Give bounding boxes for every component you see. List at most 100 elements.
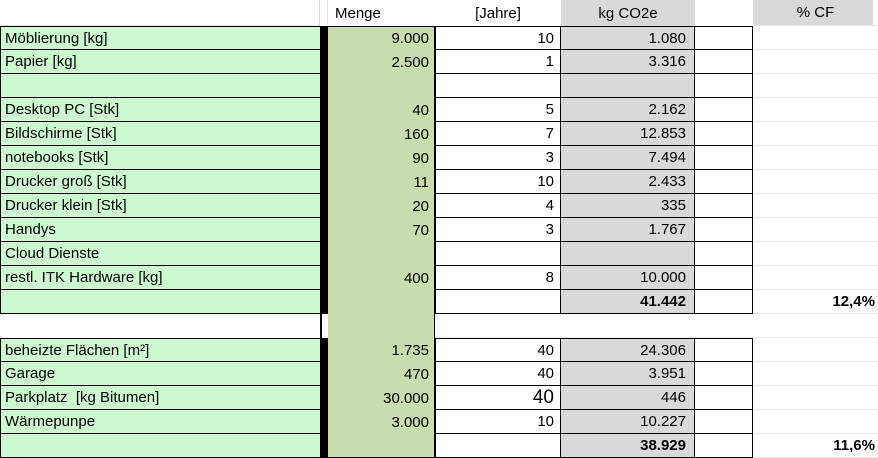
- kgco2e-cell[interactable]: 446: [561, 386, 695, 410]
- label-cell[interactable]: Bildschirme [Stk]: [0, 122, 320, 146]
- narrow-cell[interactable]: [695, 314, 753, 338]
- menge-cell[interactable]: 160: [328, 122, 435, 146]
- kgco2e-cell[interactable]: [561, 242, 695, 266]
- pctcf-cell[interactable]: [753, 218, 878, 242]
- pctcf-cell[interactable]: [753, 98, 878, 122]
- narrow-cell[interactable]: [695, 362, 753, 386]
- kgco2e-cell[interactable]: 24.306: [561, 338, 695, 362]
- jahre-cell[interactable]: [435, 74, 561, 98]
- label-cell[interactable]: Garage: [0, 362, 320, 386]
- kgco2e-cell[interactable]: 335: [561, 194, 695, 218]
- jahre-column-header[interactable]: [Jahre]: [435, 0, 561, 26]
- jahre-cell[interactable]: 4: [435, 194, 561, 218]
- menge-cell[interactable]: 1.735: [328, 338, 435, 362]
- kgco2e-cell[interactable]: [561, 314, 695, 338]
- label-cell[interactable]: [0, 434, 320, 458]
- menge-cell[interactable]: 3.000: [328, 410, 435, 434]
- narrow-cell[interactable]: [695, 410, 753, 434]
- jahre-cell[interactable]: 3: [435, 218, 561, 242]
- jahre-cell[interactable]: 40: [435, 362, 561, 386]
- kgco2e-cell[interactable]: 12.853: [561, 122, 695, 146]
- pctcf-cell[interactable]: [753, 74, 878, 98]
- narrow-cell[interactable]: [695, 434, 753, 458]
- pctcf-cell[interactable]: [753, 146, 878, 170]
- jahre-cell[interactable]: 3: [435, 146, 561, 170]
- narrow-cell[interactable]: [695, 338, 753, 362]
- label-cell[interactable]: notebooks [Stk]: [0, 146, 320, 170]
- menge-cell[interactable]: [328, 74, 435, 98]
- menge-cell[interactable]: [328, 242, 435, 266]
- pctcf-cell[interactable]: [753, 314, 878, 338]
- pctcf-cell[interactable]: [753, 338, 878, 362]
- narrow-cell[interactable]: [695, 98, 753, 122]
- jahre-cell[interactable]: [435, 314, 561, 338]
- kgco2e-cell[interactable]: 3.951: [561, 362, 695, 386]
- narrow-cell[interactable]: [695, 122, 753, 146]
- jahre-cell[interactable]: 8: [435, 266, 561, 290]
- narrow-cell[interactable]: [695, 386, 753, 410]
- label-cell[interactable]: [0, 74, 320, 98]
- menge-column-header[interactable]: Menge: [328, 0, 435, 26]
- kgco2e-cell[interactable]: 10.000: [561, 266, 695, 290]
- menge-cell[interactable]: [328, 290, 435, 314]
- label-cell[interactable]: [0, 314, 320, 338]
- narrow-cell[interactable]: [695, 146, 753, 170]
- jahre-cell[interactable]: 40: [435, 338, 561, 362]
- corner-header-cell[interactable]: [0, 0, 320, 26]
- jahre-cell[interactable]: 10: [435, 170, 561, 194]
- jahre-cell[interactable]: 1: [435, 50, 561, 74]
- label-cell[interactable]: restl. ITK Hardware [kg]: [0, 266, 320, 290]
- pctcf-cell[interactable]: [753, 26, 878, 50]
- kgco2e-cell[interactable]: 2.433: [561, 170, 695, 194]
- kgco2e-total-cell[interactable]: 41.442: [561, 290, 695, 314]
- narrow-column-header[interactable]: [695, 0, 753, 26]
- menge-cell[interactable]: 470: [328, 362, 435, 386]
- kgco2e-cell[interactable]: 1.080: [561, 26, 695, 50]
- jahre-cell[interactable]: [435, 434, 561, 458]
- menge-cell[interactable]: 90: [328, 146, 435, 170]
- jahre-cell[interactable]: [435, 290, 561, 314]
- menge-cell[interactable]: [328, 314, 435, 338]
- narrow-cell[interactable]: [695, 242, 753, 266]
- label-cell[interactable]: Wärmepunpe: [0, 410, 320, 434]
- kgco2e-total-cell[interactable]: 38.929: [561, 434, 695, 458]
- jahre-cell[interactable]: 5: [435, 98, 561, 122]
- narrow-cell[interactable]: [695, 218, 753, 242]
- menge-cell[interactable]: 20: [328, 194, 435, 218]
- label-cell[interactable]: Papier [kg]: [0, 50, 320, 74]
- menge-cell[interactable]: 400: [328, 266, 435, 290]
- narrow-cell[interactable]: [695, 74, 753, 98]
- kgco2e-cell[interactable]: 3.316: [561, 50, 695, 74]
- jahre-cell[interactable]: [435, 242, 561, 266]
- label-cell[interactable]: Parkplatz [kg Bitumen]: [0, 386, 320, 410]
- jahre-cell[interactable]: 40: [435, 386, 561, 410]
- menge-cell[interactable]: [328, 434, 435, 458]
- menge-cell[interactable]: 2.500: [328, 50, 435, 74]
- kgco2e-cell[interactable]: [561, 74, 695, 98]
- pctcf-column-header[interactable]: % CF: [753, 0, 878, 26]
- kgco2e-column-header[interactable]: kg CO2e: [561, 0, 695, 26]
- pctcf-cell[interactable]: [753, 50, 878, 74]
- pctcf-total-cell[interactable]: 12,4%: [753, 290, 878, 314]
- label-cell[interactable]: Cloud Dienste: [0, 242, 320, 266]
- menge-cell[interactable]: 40: [328, 98, 435, 122]
- pctcf-cell[interactable]: [753, 122, 878, 146]
- label-cell[interactable]: Drucker groß [Stk]: [0, 170, 320, 194]
- kgco2e-cell[interactable]: 1.767: [561, 218, 695, 242]
- narrow-cell[interactable]: [695, 50, 753, 74]
- label-cell[interactable]: Handys: [0, 218, 320, 242]
- menge-cell[interactable]: 11: [328, 170, 435, 194]
- label-cell[interactable]: Möblierung [kg]: [0, 26, 320, 50]
- pctcf-cell[interactable]: [753, 170, 878, 194]
- label-cell[interactable]: Desktop PC [Stk]: [0, 98, 320, 122]
- jahre-cell[interactable]: 7: [435, 122, 561, 146]
- pctcf-cell[interactable]: [753, 410, 878, 434]
- pctcf-cell[interactable]: [753, 194, 878, 218]
- narrow-cell[interactable]: [695, 266, 753, 290]
- label-cell[interactable]: [0, 290, 320, 314]
- narrow-cell[interactable]: [695, 170, 753, 194]
- label-cell[interactable]: beheizte Flächen [m²]: [0, 338, 320, 362]
- narrow-cell[interactable]: [695, 194, 753, 218]
- label-cell[interactable]: Drucker klein [Stk]: [0, 194, 320, 218]
- narrow-cell[interactable]: [695, 290, 753, 314]
